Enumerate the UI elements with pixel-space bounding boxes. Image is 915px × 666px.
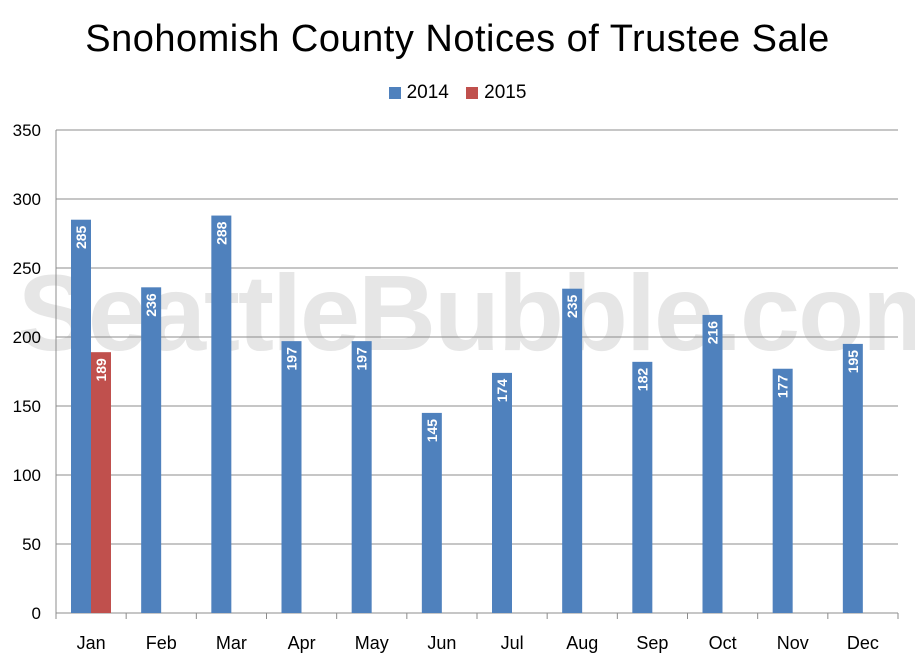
- x-tick-label: Feb: [146, 633, 177, 653]
- legend-label-2015: 2015: [484, 82, 527, 103]
- x-tick-label: Jul: [501, 633, 524, 653]
- chart-title: Snohomish County Notices of Trustee Sale: [85, 18, 830, 60]
- y-tick-label: 100: [13, 466, 41, 485]
- x-tick-label: Aug: [566, 633, 598, 653]
- y-tick-label: 300: [13, 190, 41, 209]
- watermark: SeattleBubble.com: [18, 252, 915, 373]
- data-label-2014-Sep: 182: [634, 368, 650, 392]
- data-label-2014-Jul: 174: [494, 379, 510, 403]
- y-tick-label: 200: [13, 328, 41, 347]
- bar-2015-Jan: [91, 352, 111, 613]
- bar-2014-Jun: [421, 412, 442, 613]
- bar-2014-Feb: [141, 287, 162, 613]
- data-label-2015-Jan: 189: [93, 358, 109, 382]
- data-label-2014-Oct: 216: [705, 321, 721, 345]
- x-tick-label: Nov: [777, 633, 809, 653]
- bar-2014-Nov: [772, 368, 793, 613]
- data-label-2014-Jun: 145: [424, 419, 440, 443]
- bar-2014-May: [351, 341, 372, 613]
- x-tick-label: Dec: [847, 633, 879, 653]
- x-tick-label: Sep: [636, 633, 668, 653]
- x-tick-label: May: [355, 633, 389, 653]
- legend-swatch-2015: [466, 87, 479, 99]
- x-tick-label: Oct: [709, 633, 737, 653]
- data-label-2014-May: 197: [354, 347, 370, 371]
- bar-2014-Mar: [211, 215, 232, 613]
- y-tick-label: 350: [13, 121, 41, 140]
- bar-2014-Sep: [632, 361, 653, 613]
- legend-swatch-2014: [388, 87, 401, 99]
- y-tick-label: 150: [13, 397, 41, 416]
- bar-2014-Aug: [562, 288, 583, 613]
- x-tick-label: Jan: [77, 633, 106, 653]
- bar-2014-Oct: [702, 314, 723, 613]
- y-tick-label: 50: [22, 535, 41, 554]
- data-label-2014-Mar: 288: [213, 221, 229, 245]
- y-tick-label: 250: [13, 259, 41, 278]
- x-tick-label: Apr: [288, 633, 316, 653]
- data-label-2014-Apr: 197: [284, 347, 300, 371]
- legend-item-2015: 2015: [466, 82, 526, 104]
- bar-2014-Apr: [281, 341, 302, 613]
- bar-2014-Jan: [71, 219, 91, 613]
- x-tick-label: Jun: [427, 633, 456, 653]
- legend-label-2014: 2014: [406, 82, 449, 103]
- y-tick-label: 0: [32, 604, 41, 623]
- bar-2014-Dec: [842, 343, 863, 613]
- x-tick-label: Mar: [216, 633, 247, 653]
- data-label-2014-Feb: 236: [143, 293, 159, 317]
- data-label-2014-Jan: 285: [73, 225, 89, 249]
- legend: 2014 2015: [0, 82, 915, 105]
- data-label-2014-Dec: 195: [845, 350, 861, 374]
- data-label-2014-Aug: 235: [564, 294, 580, 318]
- legend-item-2014: 2014: [388, 82, 449, 104]
- bar-2014-Jul: [492, 372, 512, 613]
- data-label-2014-Nov: 177: [775, 375, 791, 399]
